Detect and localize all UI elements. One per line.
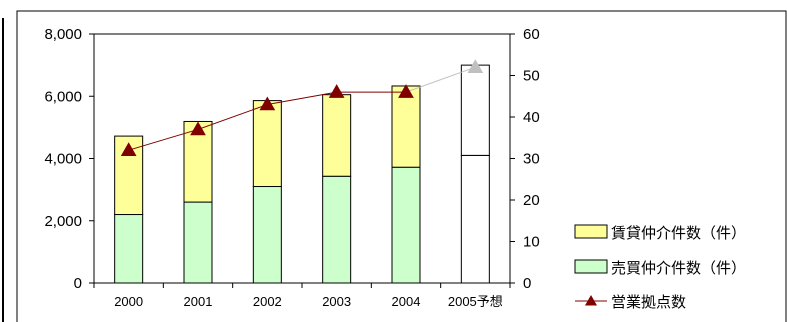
y-right-tick-label: 40 [523, 109, 540, 126]
line-marker [120, 142, 137, 156]
bar-segment-sales [114, 214, 144, 284]
y-left-tick-label: 6,000 [44, 88, 82, 105]
line-segment [128, 128, 199, 151]
x-tick-label: 2003 [322, 294, 351, 309]
x-tick-label: 2001 [184, 294, 213, 309]
bar-segment-rental [391, 85, 421, 168]
y-right-tick-label: 10 [523, 234, 540, 251]
plot-area [93, 33, 511, 284]
y-left-tick-label: 4,000 [44, 151, 82, 168]
x-tick-label: 2000 [114, 294, 143, 309]
legend-swatch [574, 259, 608, 274]
y-right-tick-label: 30 [523, 151, 540, 168]
x-tick-label: 2002 [253, 294, 282, 309]
line-marker [190, 121, 206, 136]
line-segment [405, 66, 476, 93]
chart-frame [16, 10, 787, 322]
bar-segment-sales [183, 201, 213, 284]
bar-segment-sales [322, 175, 352, 284]
legend-marker [585, 295, 597, 306]
legend-swatch [574, 224, 608, 239]
y-left-tick-label: 2,000 [44, 213, 82, 230]
bar-segment-sales [460, 154, 490, 284]
y-right-tick-label: 20 [523, 192, 540, 209]
legend-label: 営業拠点数 [611, 294, 686, 311]
y-left-tick-label: 0 [74, 275, 82, 292]
y-left-tick-label: 8,000 [44, 26, 82, 43]
bar-segment-rental [460, 64, 490, 156]
y-right-tick-label: 60 [523, 26, 540, 43]
line-marker [259, 96, 276, 111]
bar-segment-sales [252, 186, 282, 284]
x-tick-label: 2004 [392, 294, 421, 309]
y-right-tick-label: 50 [523, 68, 540, 85]
bar-segment-rental [322, 94, 352, 177]
bar-segment-rental [114, 135, 144, 216]
y-right-tick-label: 0 [523, 275, 531, 292]
line-segment [197, 104, 268, 130]
line-segment [267, 91, 337, 106]
legend-label: 売買仲介件数（件） [611, 260, 746, 277]
line-marker [328, 84, 345, 98]
x-tick-label: 2005予想 [448, 294, 503, 309]
bar-segment-rental [252, 100, 282, 188]
bar-segment-sales [391, 166, 421, 284]
line-marker [398, 84, 414, 98]
legend-label: 賃貸仲介件数（件） [611, 225, 746, 242]
line-marker [467, 59, 484, 73]
